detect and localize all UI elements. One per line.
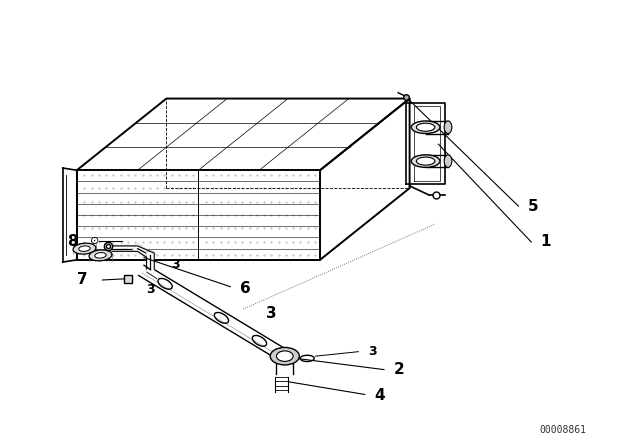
Ellipse shape — [417, 123, 435, 131]
Text: 2: 2 — [394, 362, 404, 377]
Text: 5: 5 — [528, 198, 539, 214]
Ellipse shape — [89, 250, 112, 261]
Text: 8: 8 — [67, 233, 78, 249]
Ellipse shape — [412, 121, 440, 134]
Text: ⊙: ⊙ — [90, 236, 99, 246]
Ellipse shape — [276, 351, 293, 362]
Ellipse shape — [412, 155, 440, 168]
Ellipse shape — [417, 157, 435, 165]
Text: 7: 7 — [77, 272, 88, 288]
Text: 3: 3 — [368, 345, 376, 358]
Text: 4: 4 — [374, 388, 385, 403]
Ellipse shape — [79, 246, 90, 251]
Ellipse shape — [73, 243, 96, 254]
Text: 00008861: 00008861 — [540, 425, 587, 435]
Ellipse shape — [270, 348, 300, 365]
Ellipse shape — [95, 253, 106, 258]
Text: 1: 1 — [541, 234, 551, 250]
Text: 3: 3 — [266, 306, 276, 321]
Ellipse shape — [444, 121, 452, 134]
Ellipse shape — [444, 155, 452, 168]
Text: 3: 3 — [172, 258, 180, 271]
Text: 6: 6 — [240, 281, 251, 297]
Text: 3: 3 — [146, 283, 155, 296]
